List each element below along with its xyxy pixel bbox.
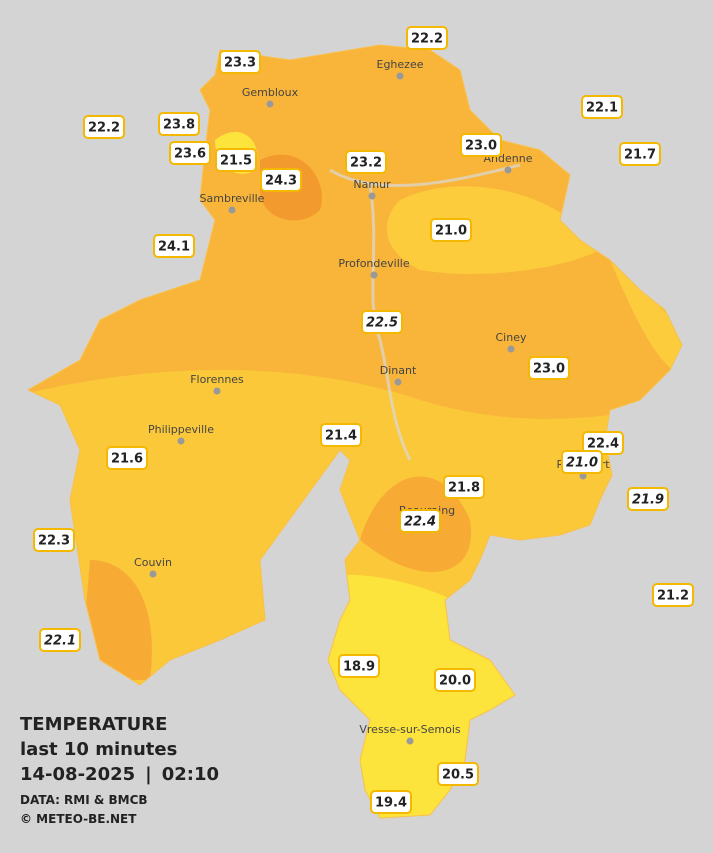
station-value: 21.8 [448, 481, 480, 496]
station-box [443, 475, 485, 499]
station-box [33, 528, 75, 552]
station-box [169, 141, 211, 165]
station-value: 20.0 [439, 674, 471, 689]
station-box [406, 26, 448, 50]
station-value: 23.0 [465, 139, 497, 154]
station-box [345, 150, 387, 174]
station-box [627, 487, 669, 511]
station-box [39, 628, 81, 652]
station-value: 21.2 [657, 589, 689, 604]
station-box [561, 450, 603, 474]
station-box [370, 790, 412, 814]
station-value: 21.0 [435, 224, 467, 239]
station-box [619, 142, 661, 166]
station-box [361, 310, 403, 334]
city-label: Eghezee [377, 58, 424, 71]
station-value: 22.2 [411, 32, 443, 47]
legend-title: TEMPERATURE [20, 714, 167, 735]
city-label: Namur [353, 178, 391, 191]
station-box [338, 654, 380, 678]
station-value: 21.7 [624, 148, 656, 163]
city-label: Ciney [496, 331, 527, 344]
station-box [437, 762, 479, 786]
city-label: Profondeville [338, 257, 409, 270]
city-dot [228, 206, 236, 214]
stations: 23.3 22.2 22.1 22.2 23.8 23.6 21.5 24.3 23.2 23.0… [33, 26, 694, 814]
city-label: Gembloux [242, 86, 299, 99]
city-label: Sambreville [200, 192, 265, 205]
city-dot [579, 472, 587, 480]
legend-source: DATA: RMI & BMCB [20, 793, 148, 807]
city-label: Vresse-sur-Semois [359, 723, 461, 736]
legend-period: last 10 minutes [20, 739, 177, 760]
station-box [219, 50, 261, 74]
station-box [399, 509, 441, 533]
city-dot [370, 271, 378, 279]
station-value: 22.3 [38, 534, 70, 549]
station-box [83, 115, 125, 139]
station-value: 24.1 [158, 240, 190, 255]
city-dot [177, 437, 185, 445]
station-box [652, 583, 694, 607]
station-value: 21.9 [632, 493, 664, 508]
station-value: 18.9 [343, 660, 375, 675]
city-dot [149, 570, 157, 578]
station-value: 21.5 [220, 154, 252, 169]
station-value: 23.6 [174, 147, 206, 162]
cities: EghezeeGemblouxAndenneNamurSambrevillePr… [134, 58, 610, 745]
legend: TEMPERATURE last 10 minutes 14-08-2025 | 0… [20, 714, 219, 826]
station-value: 21.6 [111, 452, 143, 467]
station-value: 23.0 [533, 362, 565, 377]
legend-date: 14-08-2025 [20, 764, 135, 785]
city-dot [507, 345, 515, 353]
station-value: 21.0 [566, 456, 598, 471]
station-value: 22.4 [587, 437, 619, 452]
legend-credit: © METEO-BE.NET [20, 812, 137, 826]
legend-datetime: 14-08-2025 | 02:10 [20, 764, 219, 785]
station-value: 22.4 [404, 515, 436, 530]
station-value: 22.2 [88, 121, 120, 136]
separator: | [145, 764, 152, 785]
city-dot [396, 72, 404, 80]
city-label: Florennes [190, 373, 244, 386]
station-value: 22.1 [586, 101, 618, 116]
station-value: 24.3 [265, 174, 297, 189]
city-label: Philippeville [148, 423, 214, 436]
station-value: 19.4 [375, 796, 407, 811]
station-value: 23.2 [350, 156, 382, 171]
station-box [153, 234, 195, 258]
station-box [528, 356, 570, 380]
city-dot [406, 737, 414, 745]
station-box [460, 133, 502, 157]
station-box [582, 431, 624, 455]
city-dot [213, 387, 221, 395]
station-box [215, 148, 257, 172]
city-dot [368, 192, 376, 200]
station-value: 23.3 [224, 56, 256, 71]
legend-time: 02:10 [162, 764, 219, 785]
station-value: 22.1 [44, 634, 76, 649]
station-value: 21.4 [325, 429, 357, 444]
station-value: 20.5 [442, 768, 474, 783]
station-value: 22.5 [366, 316, 398, 331]
station-box [434, 668, 476, 692]
station-box [320, 423, 362, 447]
station-box [106, 446, 148, 470]
station-box [581, 95, 623, 119]
city-dot [266, 100, 274, 108]
city-dot [504, 166, 512, 174]
station-box [430, 218, 472, 242]
city-label: Dinant [380, 364, 417, 377]
station-box [158, 112, 200, 136]
city-dot [394, 378, 402, 386]
station-value: 23.8 [163, 118, 195, 133]
city-label: Couvin [134, 556, 172, 569]
station-box [260, 168, 302, 192]
